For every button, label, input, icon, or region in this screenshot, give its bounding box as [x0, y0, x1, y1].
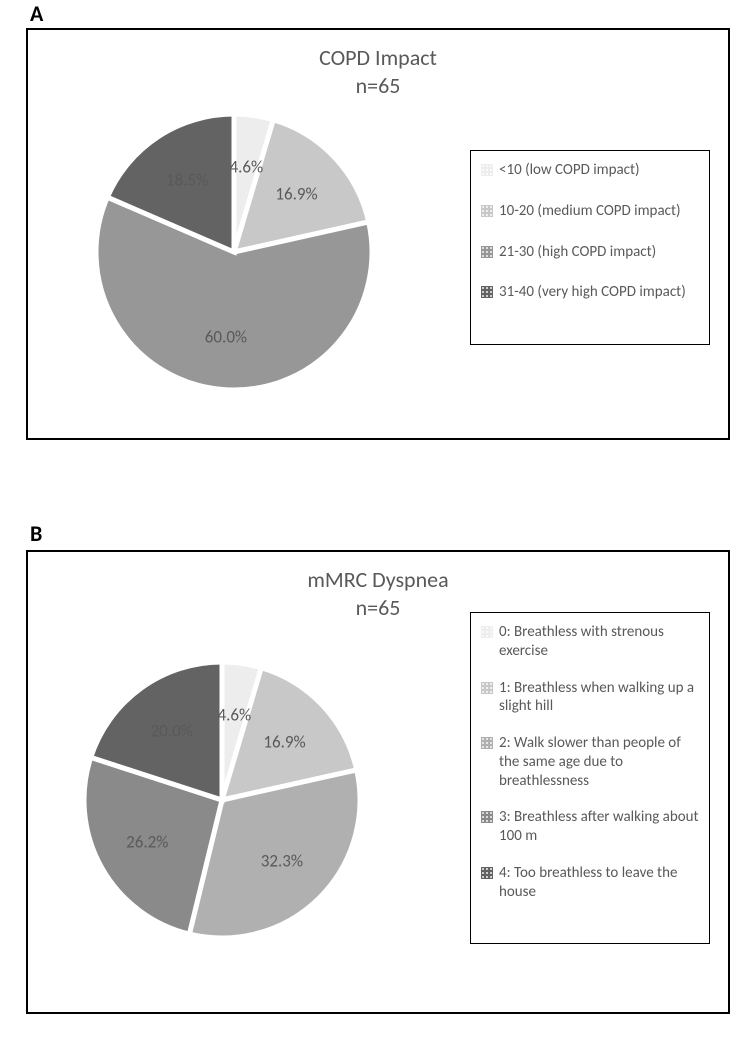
legend-text: 31-40 (very high COPD impact)	[499, 283, 699, 302]
pie-slice-label: 60.0%	[205, 327, 247, 348]
pie-slice-label: 4.6%	[229, 157, 263, 178]
panel-b-legend: 0: Breathless with strenous exercise 1: B…	[470, 612, 710, 944]
panel-b-label: B	[30, 520, 42, 547]
legend-item: 31-40 (very high COPD impact)	[481, 283, 699, 302]
panel-a-title: COPD Impact n=65	[28, 44, 728, 99]
legend-item: 21-30 (high COPD impact)	[481, 243, 699, 262]
pie-slice-label: 4.6%	[217, 705, 251, 726]
legend-item: 2: Walk slower than people of the same a…	[481, 734, 699, 790]
panel-a-legend: <10 (low COPD impact) 10-20 (medium COPD …	[470, 150, 710, 345]
legend-text: <10 (low COPD impact)	[499, 161, 699, 180]
panel-a-label: A	[30, 0, 43, 27]
legend-item: 4: Too breathless to leave the house	[481, 864, 699, 902]
legend-text: 21-30 (high COPD impact)	[499, 243, 699, 262]
panel-b-title-line1: mMRC Dyspnea	[307, 566, 448, 593]
panel-b-title-line2: n=65	[356, 594, 401, 621]
legend-swatch	[481, 626, 493, 638]
legend-item: <10 (low COPD impact)	[481, 161, 699, 180]
legend-swatch	[481, 737, 493, 749]
legend-swatch	[481, 286, 493, 298]
legend-text: 2: Walk slower than people of the same a…	[499, 734, 699, 790]
legend-text: 10-20 (medium COPD impact)	[499, 202, 699, 221]
legend-text: 0: Breathless with strenous exercise	[499, 623, 699, 661]
pie-slice-label: 16.9%	[263, 731, 305, 752]
legend-item: 0: Breathless with strenous exercise	[481, 623, 699, 661]
legend-swatch	[481, 164, 493, 176]
panel-a-title-line2: n=65	[356, 72, 401, 99]
legend-swatch	[481, 682, 493, 694]
legend-swatch	[481, 867, 493, 879]
figure-page: { "panelA": { "label": "A", "label_fonts…	[0, 0, 752, 1040]
pie-slice-label: 26.2%	[126, 831, 168, 852]
legend-text: 4: Too breathless to leave the house	[499, 864, 699, 902]
pie-slice-label: 18.5%	[166, 170, 208, 191]
legend-item: 1: Breathless when walking up a slight h…	[481, 679, 699, 717]
legend-text: 1: Breathless when walking up a slight h…	[499, 679, 699, 717]
pie-slice-label: 32.3%	[261, 851, 303, 872]
legend-text: 3: Breathless after walking about 100 m	[499, 808, 699, 846]
panel-a-title-line1: COPD Impact	[319, 44, 437, 71]
pie-slice-label: 20.0%	[151, 720, 193, 741]
legend-swatch	[481, 811, 493, 823]
legend-item: 3: Breathless after walking about 100 m	[481, 808, 699, 846]
legend-swatch	[481, 246, 493, 258]
legend-swatch	[481, 205, 493, 217]
pie-slice-label: 16.9%	[275, 183, 317, 204]
legend-item: 10-20 (medium COPD impact)	[481, 202, 699, 221]
